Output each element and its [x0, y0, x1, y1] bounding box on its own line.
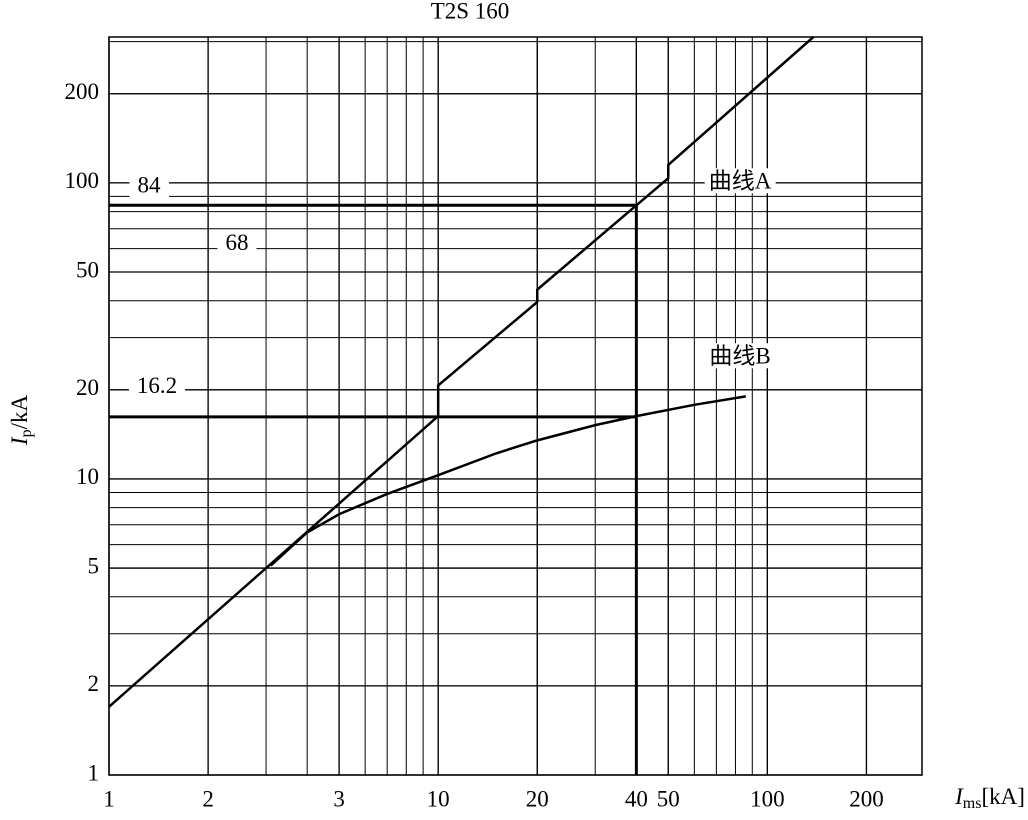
- x-tick-label: 2: [202, 786, 214, 811]
- y-tick-label: 20: [76, 375, 99, 400]
- x-tick-label: 3: [333, 786, 345, 811]
- x-tick-label: 50: [657, 786, 680, 811]
- series-label: 曲线A: [709, 168, 772, 193]
- y-tick-label: 200: [65, 79, 100, 104]
- annotation-label: 84: [138, 173, 162, 198]
- series-label-bg: [705, 343, 775, 369]
- x-axis-label: Ims[kA]: [954, 784, 1025, 811]
- y-tick-label: 50: [76, 257, 99, 282]
- x-label-symbol: I: [954, 784, 964, 809]
- chart-title: T2S 160: [431, 0, 510, 23]
- x-tick-label: 1: [103, 786, 115, 811]
- x-tick-label: 10: [427, 786, 450, 811]
- annotation-label: 68: [226, 230, 249, 255]
- annotation-bg: [128, 373, 186, 399]
- y-tick-label: 5: [88, 553, 100, 578]
- x-tick-label: 20: [526, 786, 549, 811]
- annotation-bg: [129, 172, 169, 198]
- y-tick-label: 100: [65, 168, 100, 193]
- x-tick-label: 100: [750, 786, 785, 811]
- y-axis-label: Ip/kA: [7, 395, 34, 447]
- y-tick-label: 10: [76, 464, 99, 489]
- plot-frame: [108, 36, 923, 776]
- y-label-sub: p: [18, 429, 35, 437]
- series-label-bg: [704, 168, 776, 194]
- series-label: 曲线B: [709, 343, 770, 368]
- series-line: [108, 36, 815, 708]
- x-label-unit: [kA]: [981, 784, 1024, 809]
- x-tick-label: 200: [849, 786, 884, 811]
- y-tick-label: 1: [88, 760, 100, 785]
- series-line: [269, 395, 746, 567]
- annotation-label: 16.2: [137, 373, 177, 398]
- x-label-sub: ms: [963, 795, 982, 812]
- y-label-unit: /kA: [7, 395, 32, 430]
- x-tick-label: 40: [625, 786, 648, 811]
- y-label-symbol: I: [7, 436, 32, 446]
- annotation-bg: [217, 229, 257, 255]
- y-tick-label: 2: [88, 671, 100, 696]
